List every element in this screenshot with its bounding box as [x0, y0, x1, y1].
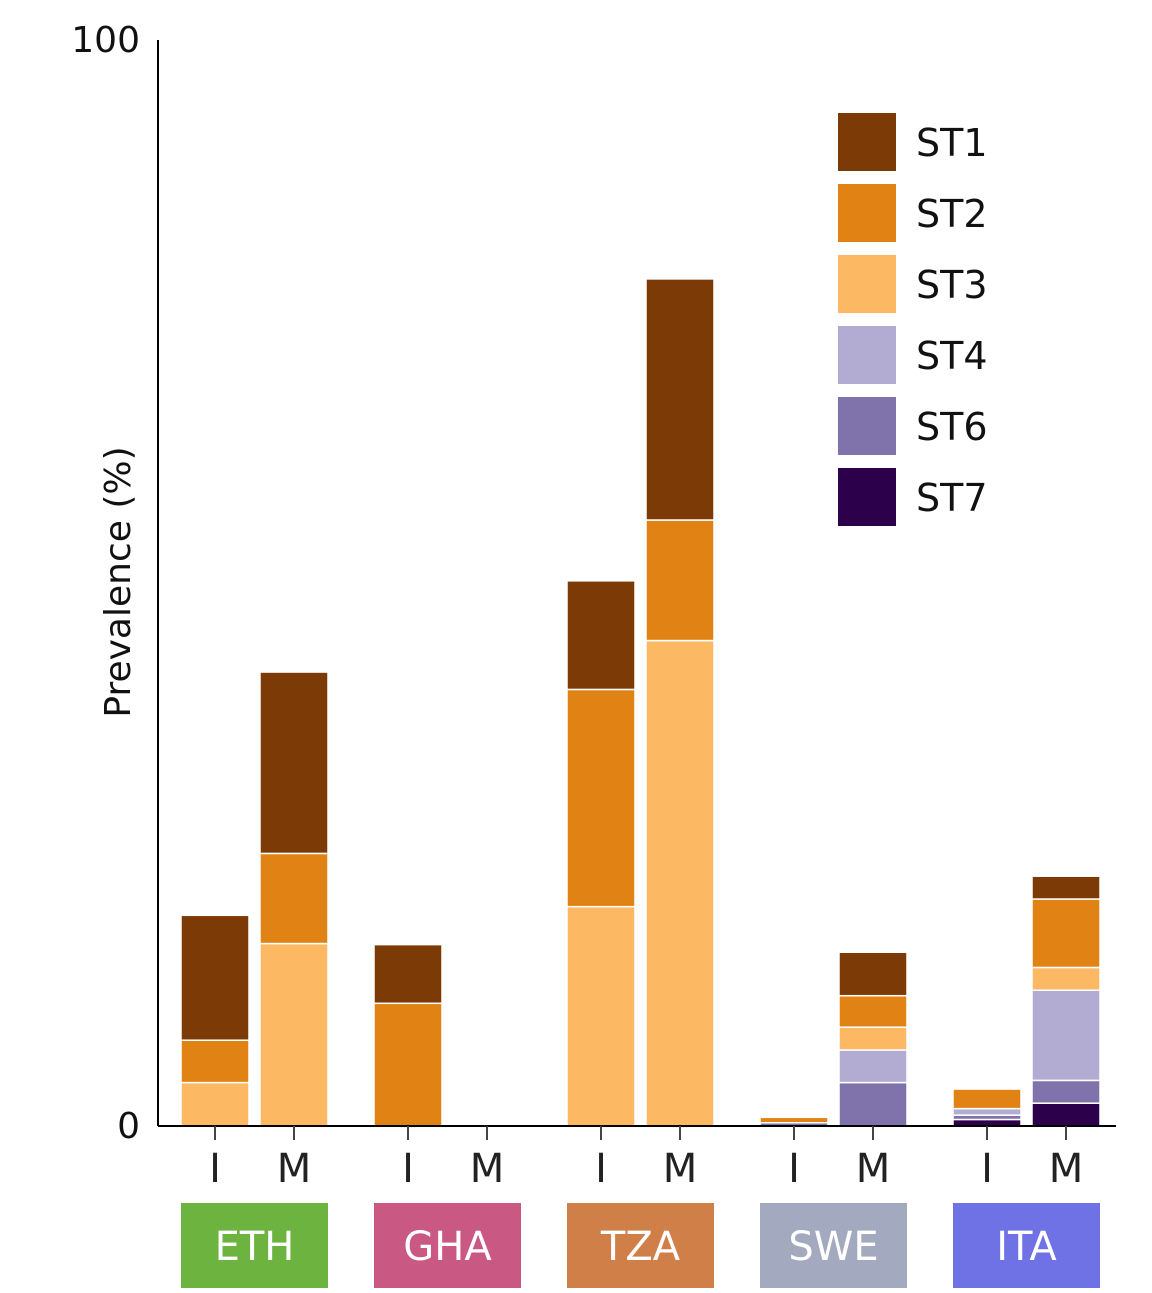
x-tick-label-swe-i: I — [788, 1146, 800, 1192]
bar-segment-tza-m-st1 — [645, 278, 715, 521]
bar-segment-ita-i-st4 — [952, 1107, 1022, 1116]
legend-swatch-st6 — [838, 397, 896, 455]
x-tick-label-gha-i: I — [402, 1146, 414, 1192]
y-tick-label-top: 100 — [71, 20, 140, 61]
bar-segment-gha-i-st1 — [373, 943, 443, 1005]
bar-segment-tza-m-st3 — [645, 639, 715, 1127]
bar-segment-tza-m-st2 — [645, 519, 715, 642]
legend-label-st4: ST4 — [916, 334, 988, 378]
legend-swatch-st3 — [838, 255, 896, 313]
country-label-eth: ETH — [215, 1224, 295, 1270]
bar-segment-swe-m-st2 — [838, 994, 908, 1028]
country-label-box-gha — [374, 1203, 521, 1288]
x-tick-label-eth-m: M — [277, 1146, 312, 1192]
bar-segment-swe-i-st2 — [759, 1116, 829, 1124]
x-tick-label-tza-m: M — [663, 1146, 698, 1192]
bar-segment-ita-i-st2 — [952, 1088, 1022, 1110]
bar-segment-ita-m-st7 — [1031, 1102, 1101, 1127]
x-tick-label-ita-i: I — [981, 1146, 993, 1192]
bar-segment-eth-m-st1 — [259, 671, 329, 855]
x-tick-label-tza-i: I — [595, 1146, 607, 1192]
legend-label-st3: ST3 — [916, 263, 988, 307]
country-label-box-tza — [567, 1203, 714, 1288]
bars-layer — [180, 278, 1101, 1127]
bar-segment-swe-m-st3 — [838, 1026, 908, 1051]
country-label-tza: TZA — [600, 1224, 681, 1270]
bar-segment-ita-m-st2 — [1031, 898, 1101, 969]
x-tick-label-eth-i: I — [209, 1146, 221, 1192]
bar-segment-eth-i-st2 — [180, 1039, 250, 1084]
x-tick-label-gha-m: M — [470, 1146, 505, 1192]
bar-segment-eth-m-st2 — [259, 852, 329, 945]
x-tick-label-ita-m: M — [1049, 1146, 1084, 1192]
country-label-gha: GHA — [403, 1224, 492, 1270]
bar-segment-swe-m-st1 — [838, 951, 908, 997]
bar-segment-ita-m-st6 — [1031, 1079, 1101, 1104]
country-label-box-ita — [953, 1203, 1100, 1288]
legend-label-st7: ST7 — [916, 476, 988, 520]
legend-label-st2: ST2 — [916, 192, 988, 236]
country-label-box-eth — [181, 1203, 328, 1288]
bar-segment-gha-i-st2 — [373, 1002, 443, 1127]
bar-segment-tza-i-st1 — [566, 580, 636, 691]
country-label-swe: SWE — [788, 1224, 878, 1270]
bar-segment-ita-m-st1 — [1031, 875, 1101, 900]
bar-segment-eth-i-st1 — [180, 914, 250, 1041]
bar-segment-ita-m-st4 — [1031, 989, 1101, 1082]
country-labels-layer: ETH GHA TZA SWE ITA — [181, 1203, 1100, 1288]
legend-label-st6: ST6 — [916, 405, 988, 449]
legend-swatch-st4 — [838, 326, 896, 384]
bar-segment-tza-i-st2 — [566, 688, 636, 908]
bar-segment-tza-i-st3 — [566, 905, 636, 1127]
x-tick-label-swe-m: M — [856, 1146, 891, 1192]
bar-segment-eth-i-st3 — [180, 1081, 250, 1127]
bar-segment-swe-m-st6 — [838, 1081, 908, 1127]
y-tick-label-bottom: 0 — [117, 1106, 140, 1147]
legend: ST1 ST2 ST3 ST4 ST6 ST7 — [838, 113, 988, 526]
legend-swatch-st1 — [838, 113, 896, 171]
country-label-ita: ITA — [996, 1224, 1057, 1270]
bar-segment-ita-m-st3 — [1031, 966, 1101, 991]
country-label-box-swe — [760, 1203, 907, 1288]
bar-segment-swe-m-st4 — [838, 1049, 908, 1084]
legend-swatch-st7 — [838, 468, 896, 526]
bar-segment-eth-m-st3 — [259, 942, 329, 1127]
y-axis-title: Prevalence (%) — [98, 446, 139, 717]
legend-swatch-st2 — [838, 184, 896, 242]
legend-label-st1: ST1 — [916, 121, 988, 165]
